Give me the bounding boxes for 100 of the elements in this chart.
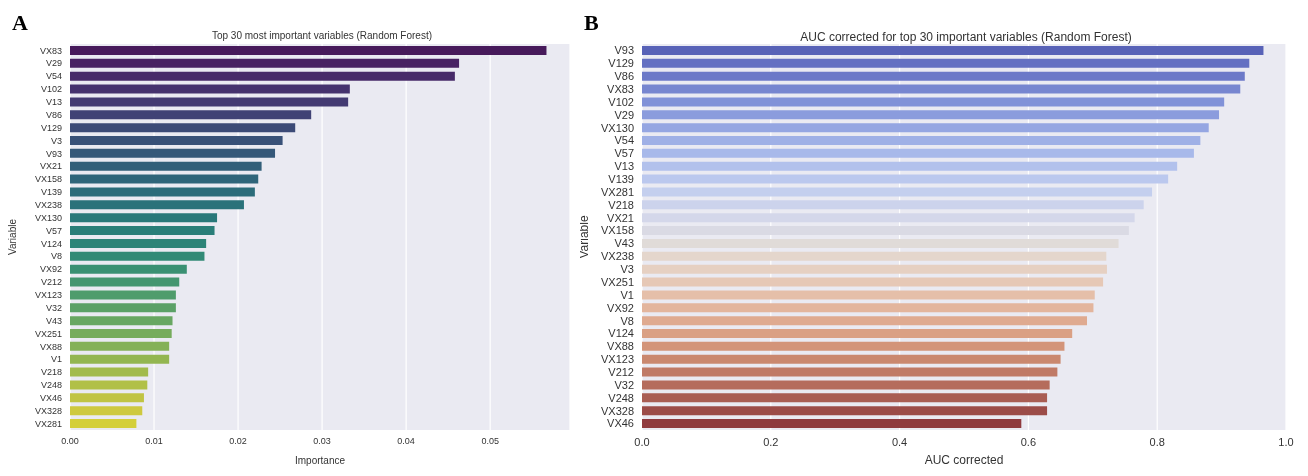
bar bbox=[642, 316, 1087, 326]
bar bbox=[642, 200, 1144, 210]
y-tick-label: V57 bbox=[614, 147, 634, 160]
bar bbox=[642, 213, 1135, 223]
y-tick-label: V1 bbox=[50, 354, 62, 365]
bar bbox=[642, 161, 1178, 171]
y-tick-label: VX281 bbox=[34, 418, 62, 429]
y-tick-label: V218 bbox=[608, 198, 634, 211]
x-tick-label: 0.04 bbox=[397, 436, 415, 447]
bar bbox=[642, 367, 1058, 377]
y-tick-label: V248 bbox=[40, 380, 62, 391]
bar bbox=[70, 213, 218, 223]
y-tick-label: V29 bbox=[45, 58, 62, 69]
y-tick-label: V139 bbox=[40, 187, 62, 198]
y-tick-label: V8 bbox=[620, 314, 634, 327]
y-tick-label: VX130 bbox=[600, 121, 634, 134]
bar bbox=[642, 264, 1107, 274]
y-tick-label: V129 bbox=[608, 57, 634, 70]
y-tick-label: VX251 bbox=[34, 328, 62, 339]
bar bbox=[70, 264, 187, 274]
bar bbox=[70, 316, 173, 326]
x-tick-label: 1.0 bbox=[1278, 435, 1294, 448]
y-tick-label: VX238 bbox=[34, 200, 62, 211]
y-tick-label: V43 bbox=[614, 237, 634, 250]
chart-title: Top 30 most important variables (Random Forest) bbox=[210, 30, 434, 41]
y-tick-label: V8 bbox=[50, 251, 62, 262]
x-tick-label: 0.2 bbox=[763, 435, 779, 448]
y-tick-label: VX238 bbox=[600, 250, 634, 263]
y-tick-label: VX281 bbox=[600, 185, 634, 198]
y-tick-label: V129 bbox=[40, 122, 62, 133]
y-tick-label: V54 bbox=[614, 134, 634, 147]
bar bbox=[70, 380, 148, 390]
y-tick-label: VX88 bbox=[39, 341, 62, 352]
y-tick-label: VX158 bbox=[34, 174, 62, 185]
bar bbox=[70, 187, 255, 197]
bar bbox=[70, 393, 144, 403]
bar bbox=[70, 161, 262, 171]
bar bbox=[642, 187, 1153, 197]
bar bbox=[70, 71, 455, 81]
bar bbox=[70, 238, 207, 248]
bar bbox=[70, 110, 312, 120]
y-tick-label: V86 bbox=[614, 70, 634, 83]
bar bbox=[70, 174, 259, 184]
y-tick-label: V212 bbox=[608, 366, 634, 379]
y-tick-label: VX21 bbox=[607, 211, 634, 224]
bar bbox=[70, 419, 137, 429]
text: B bbox=[584, 10, 599, 36]
x-axis-title: Importance bbox=[294, 455, 346, 466]
bar bbox=[642, 290, 1095, 300]
bar bbox=[70, 303, 176, 313]
x-tick-label: 0.03 bbox=[313, 436, 331, 447]
bar bbox=[642, 97, 1225, 107]
bar bbox=[642, 380, 1050, 390]
y-tick-label: VX123 bbox=[600, 353, 634, 366]
y-tick-label: V54 bbox=[45, 71, 62, 82]
x-tick-label: 0.6 bbox=[1020, 435, 1037, 448]
y-tick-label: V124 bbox=[40, 238, 62, 249]
y-tick-label: VX251 bbox=[600, 275, 634, 288]
y-tick-label: VX83 bbox=[607, 82, 634, 95]
bar bbox=[70, 277, 180, 287]
bar bbox=[642, 84, 1241, 94]
bar bbox=[642, 148, 1194, 158]
y-tick-label: V1 bbox=[620, 288, 634, 301]
text: A bbox=[12, 10, 28, 36]
y-tick-label: V93 bbox=[614, 44, 634, 57]
bar bbox=[642, 277, 1104, 287]
bar bbox=[70, 58, 460, 68]
y-tick-label: V248 bbox=[608, 391, 634, 404]
y-tick-label: V218 bbox=[40, 367, 62, 378]
y-tick-label: VX92 bbox=[607, 301, 634, 314]
x-tick-label: 0.8 bbox=[1149, 435, 1165, 448]
y-tick-label: VX328 bbox=[34, 405, 62, 416]
y-tick-label: V32 bbox=[45, 302, 62, 313]
x-tick-label: 0.0 bbox=[634, 435, 650, 448]
bar bbox=[70, 367, 149, 377]
bar bbox=[642, 251, 1107, 261]
y-tick-label: VX46 bbox=[607, 417, 634, 430]
y-tick-label: V29 bbox=[614, 108, 634, 121]
y-tick-label: V13 bbox=[614, 160, 634, 173]
bar bbox=[642, 329, 1073, 338]
y-tick-label: V86 bbox=[45, 109, 62, 120]
bar bbox=[642, 419, 1022, 429]
y-tick-label: V93 bbox=[45, 148, 62, 159]
x-tick-label: 0.01 bbox=[145, 436, 163, 447]
bar bbox=[70, 226, 215, 236]
y-tick-label: V212 bbox=[40, 277, 62, 288]
y-tick-label: V102 bbox=[608, 95, 634, 108]
bar bbox=[70, 200, 244, 210]
bar bbox=[642, 110, 1220, 120]
y-tick-label: V102 bbox=[40, 84, 62, 95]
bar bbox=[70, 84, 350, 94]
y-axis-title: Variable bbox=[6, 218, 18, 255]
y-axis-title: Variable bbox=[577, 215, 592, 259]
bar bbox=[642, 354, 1061, 364]
y-tick-label: VX130 bbox=[34, 212, 62, 223]
bar bbox=[70, 97, 349, 107]
bar bbox=[642, 393, 1048, 403]
bar bbox=[642, 303, 1094, 313]
bar bbox=[70, 354, 170, 364]
y-tick-label: VX92 bbox=[39, 264, 62, 275]
